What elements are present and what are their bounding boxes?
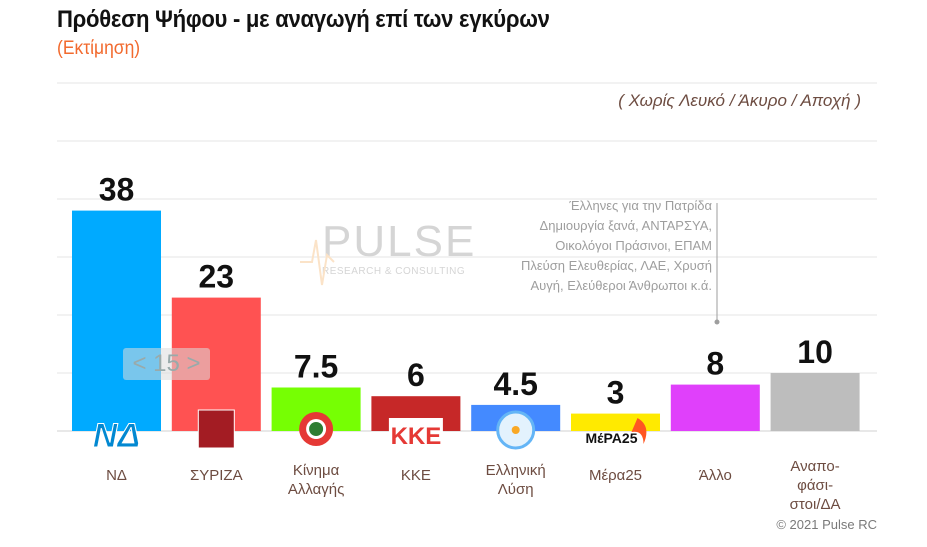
category-label: φάσι-: [797, 477, 833, 494]
data-label: 23: [199, 259, 235, 295]
category-label: Λύση: [498, 481, 534, 498]
annotation-pointer-dot: [714, 319, 720, 325]
mera25-bird-icon: [631, 418, 647, 444]
category-label: στοι/ΔΑ: [790, 496, 841, 513]
nd-logo: ΝΔ: [93, 417, 140, 455]
lead-annotation: < 15 >: [123, 348, 210, 380]
kke-logo-bg: [388, 418, 443, 448]
annotation-line: Έλληνες για την Πατρίδα: [569, 198, 712, 213]
data-label: 10: [797, 334, 833, 370]
chart-subtitle: (Εκτίμηση): [57, 38, 141, 59]
other-annotation: Έλληνες για την Πατρίδα Δημιουργία ξανά, …: [521, 196, 712, 296]
category-label: ΝΔ: [106, 467, 127, 484]
annotation-line: Οικολόγοι Πράσινοι, ΕΠΑΜ: [555, 238, 712, 253]
elliniki-lysi-logo-center: [511, 426, 520, 434]
bar: [72, 210, 161, 431]
category-label: Ελληνική: [486, 462, 546, 479]
data-label: 7.5: [294, 349, 338, 385]
data-label: 4.5: [493, 366, 537, 402]
data-label: 3: [607, 375, 625, 411]
data-label: 8: [706, 346, 724, 382]
category-label: Μέρα25: [589, 467, 642, 484]
kke-logo: ΚΚΕ: [391, 423, 442, 450]
category-label: Άλλο: [699, 467, 732, 484]
annotation-line: Πλεύση Ελευθερίας, ΛΑΕ, Χρυσή: [520, 258, 712, 273]
bar: [670, 384, 760, 431]
category-label: Αναπο-: [790, 458, 839, 475]
annotation-line: Δημιουργία ξανά, ΑΝΤΑΡΣΥΑ,: [539, 218, 712, 233]
category-label: Αλλαγής: [288, 481, 345, 498]
watermark-tagline: RESEARCH & CONSULTING: [322, 266, 466, 277]
bar: [770, 373, 860, 431]
data-label: 38: [99, 172, 135, 208]
category-label: ΚΚΕ: [401, 467, 431, 484]
chart-title: Πρόθεση Ψήφου - με αναγωγή επί των εγκύρ…: [57, 6, 550, 33]
data-label: 6: [407, 357, 425, 393]
pasok-logo-sun: [309, 422, 324, 436]
copyright: © 2021 Pulse RC: [776, 517, 877, 532]
bar: [571, 413, 660, 431]
annotation-line: Αυγή, Ελεύθεροι Άνθρωποι κ.ά.: [530, 278, 712, 293]
mera25-logo: ΜέΡΑ25: [586, 430, 638, 446]
category-label: Κίνημα: [293, 462, 340, 479]
watermark-pulse-icon: [300, 239, 335, 286]
category-label: ΣΥΡΙΖΑ: [190, 467, 243, 484]
syriza-logo: [197, 409, 235, 449]
chart-note: ( Χωρίς Λευκό / Άκυρο / Αποχή ): [618, 91, 861, 110]
